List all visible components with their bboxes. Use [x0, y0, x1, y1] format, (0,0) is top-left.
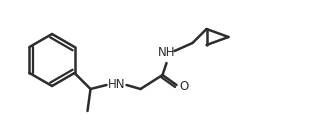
Text: O: O [179, 81, 188, 93]
Text: HN: HN [108, 78, 125, 91]
Text: NH: NH [158, 46, 175, 59]
